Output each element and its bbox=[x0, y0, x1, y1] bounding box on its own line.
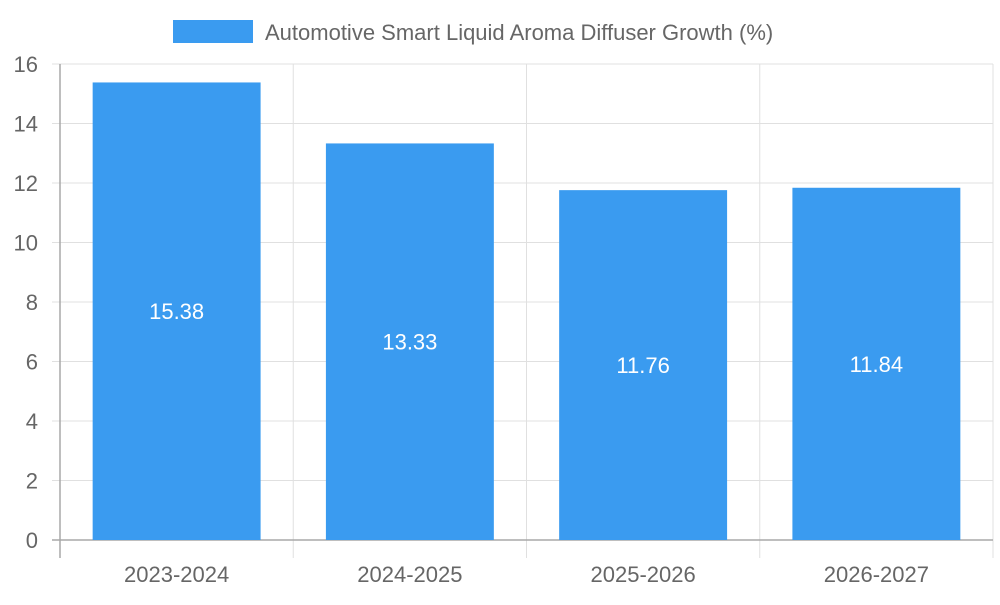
y-tick-label: 8 bbox=[26, 290, 38, 315]
y-tick-label: 14 bbox=[14, 112, 38, 137]
bar[interactable] bbox=[92, 82, 261, 540]
x-tick-label: 2024-2025 bbox=[357, 562, 462, 587]
y-tick-label: 16 bbox=[14, 52, 38, 77]
bar-value-label: 13.33 bbox=[382, 330, 437, 355]
data-labels: 15.38 13.33 11.76 11.84 bbox=[149, 299, 903, 378]
bar[interactable] bbox=[559, 190, 728, 540]
legend-label: Automotive Smart Liquid Aroma Diffuser G… bbox=[265, 20, 773, 45]
y-tick-label: 6 bbox=[26, 350, 38, 375]
legend[interactable]: Automotive Smart Liquid Aroma Diffuser G… bbox=[173, 20, 773, 45]
y-tick-label: 4 bbox=[26, 409, 38, 434]
bar-value-label: 11.76 bbox=[616, 353, 669, 378]
bar-value-label: 11.84 bbox=[850, 352, 903, 377]
bar[interactable] bbox=[792, 187, 961, 540]
x-tick-label: 2023-2024 bbox=[124, 562, 229, 587]
bar[interactable] bbox=[325, 143, 494, 540]
x-tick-label: 2025-2026 bbox=[591, 562, 696, 587]
tick-labels: 0 2 4 6 8 10 12 14 16 2023-2024 2024-2025 2025-2026… bbox=[14, 52, 929, 587]
legend-swatch bbox=[173, 20, 253, 43]
bar-value-label: 15.38 bbox=[149, 299, 204, 324]
x-tick-label: 2026-2027 bbox=[824, 562, 929, 587]
y-tick-label: 10 bbox=[14, 231, 38, 256]
bars bbox=[92, 82, 961, 540]
y-tick-label: 2 bbox=[26, 469, 38, 494]
y-tick-label: 12 bbox=[14, 171, 38, 196]
y-tick-label: 0 bbox=[26, 528, 38, 553]
